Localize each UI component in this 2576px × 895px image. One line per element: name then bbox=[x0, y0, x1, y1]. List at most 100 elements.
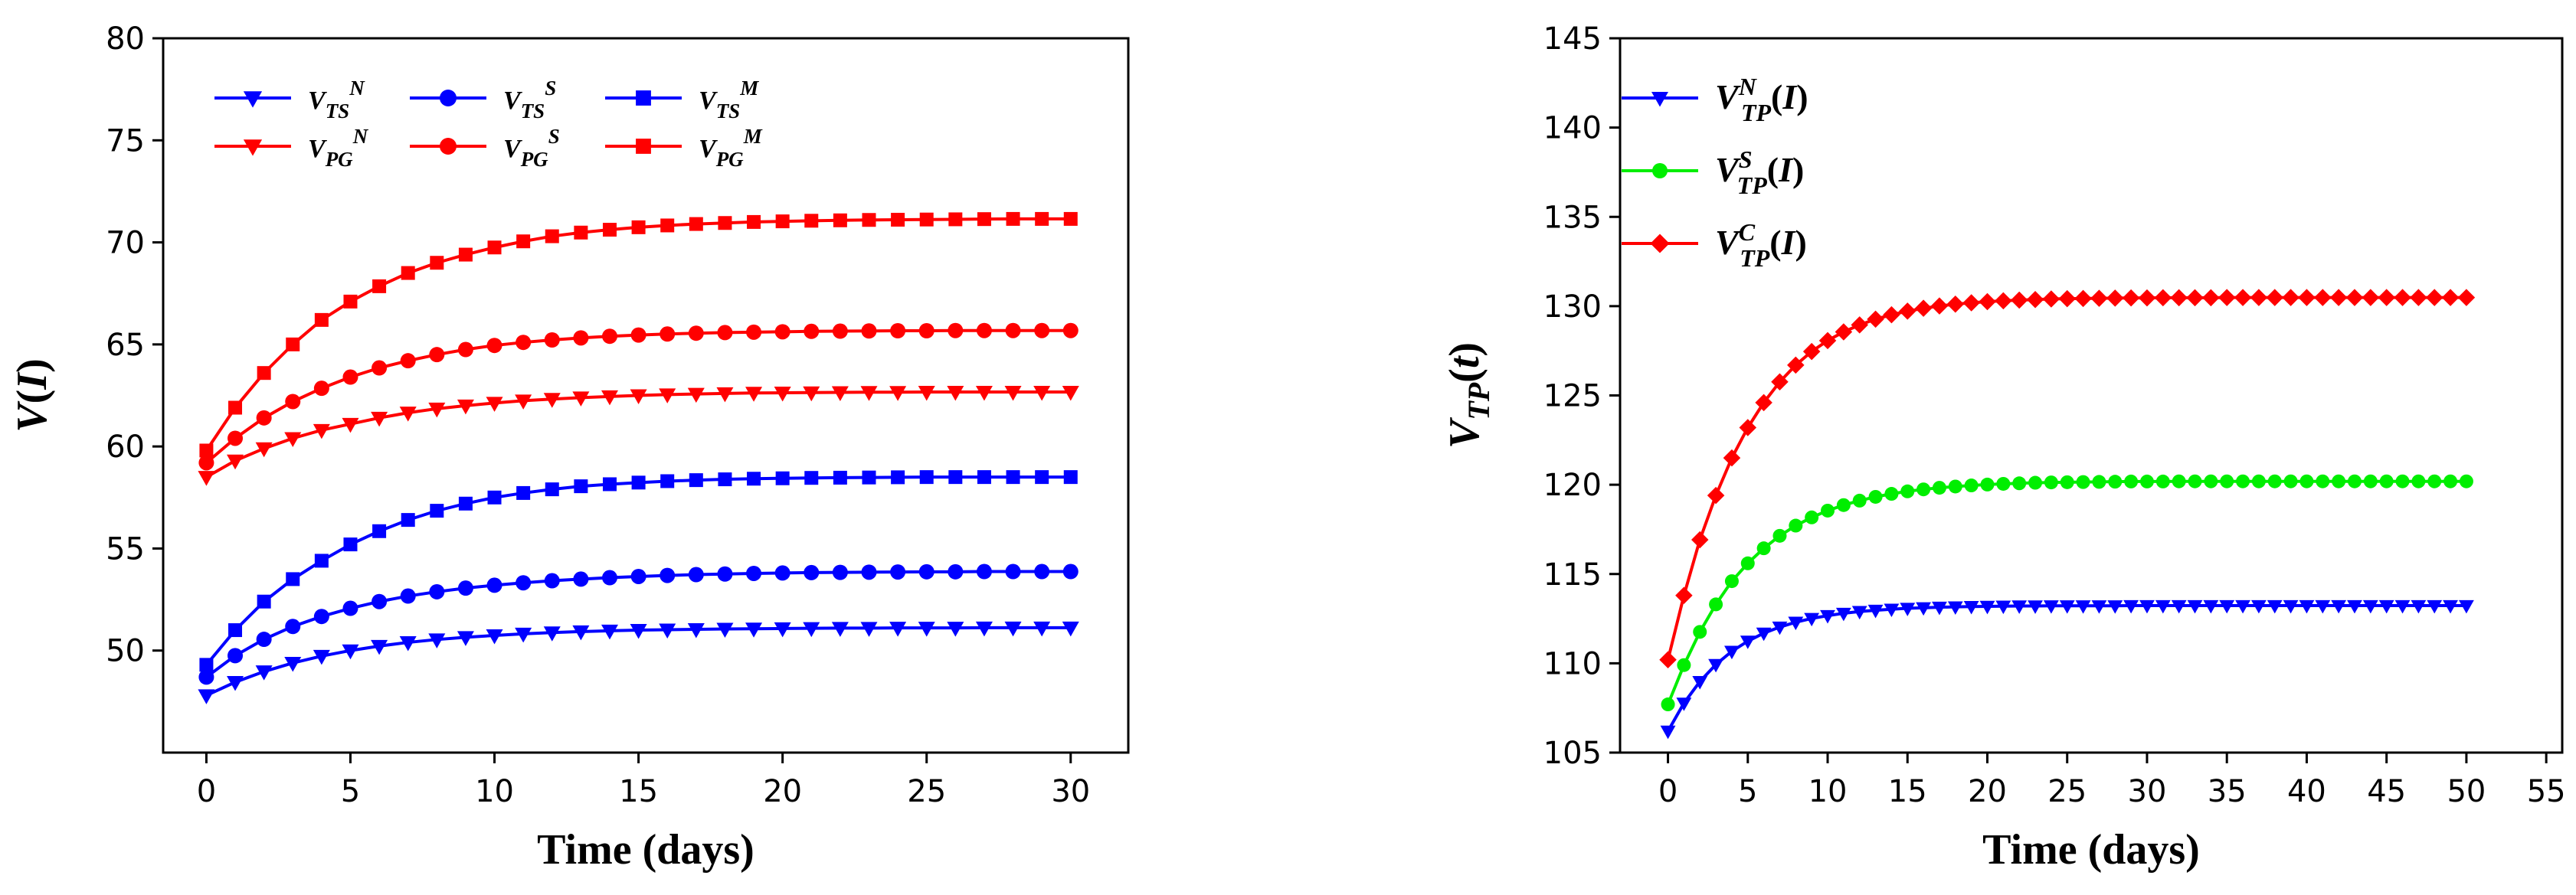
data-point bbox=[804, 323, 820, 339]
data-point bbox=[689, 473, 703, 488]
series-V_TP^S(I) bbox=[1661, 474, 2473, 712]
data-point bbox=[718, 216, 732, 230]
data-point bbox=[428, 633, 446, 648]
data-point bbox=[2283, 599, 2299, 614]
data-point bbox=[2251, 474, 2266, 488]
data-point bbox=[1063, 470, 1078, 485]
data-point bbox=[2123, 599, 2139, 614]
data-point bbox=[1980, 477, 1995, 492]
data-point bbox=[2443, 599, 2458, 614]
data-point bbox=[1707, 486, 1725, 505]
data-point bbox=[1962, 294, 1980, 312]
data-point bbox=[198, 455, 214, 471]
data-point bbox=[543, 393, 561, 408]
data-point bbox=[1916, 482, 1931, 497]
data-point bbox=[574, 225, 588, 240]
y-tick-label: 80 bbox=[106, 21, 145, 57]
data-point bbox=[1062, 563, 1079, 580]
data-point bbox=[2074, 289, 2092, 308]
data-point bbox=[228, 623, 243, 638]
data-point bbox=[257, 366, 271, 381]
data-point bbox=[227, 676, 244, 691]
data-point bbox=[660, 218, 675, 233]
data-point bbox=[2283, 474, 2298, 488]
data-point bbox=[1932, 601, 1947, 616]
data-point bbox=[2347, 599, 2362, 614]
x-tick-label: 40 bbox=[2287, 774, 2326, 809]
data-point bbox=[1884, 487, 1899, 501]
plot-frame bbox=[1619, 37, 2564, 754]
y-tick-label: 120 bbox=[1543, 468, 1602, 503]
data-point bbox=[1659, 651, 1677, 668]
data-point bbox=[1676, 697, 1692, 711]
data-point bbox=[860, 386, 878, 401]
data-point bbox=[457, 341, 473, 358]
data-point bbox=[2298, 289, 2316, 306]
data-point bbox=[1900, 603, 1916, 616]
data-point bbox=[1004, 621, 1022, 637]
data-point bbox=[1868, 489, 1883, 504]
data-point bbox=[256, 410, 272, 426]
legend-marker bbox=[1650, 234, 1670, 253]
data-point bbox=[2332, 474, 2346, 488]
data-point bbox=[1006, 211, 1020, 226]
data-point bbox=[745, 622, 763, 638]
data-point bbox=[1964, 479, 1979, 493]
data-point bbox=[1756, 541, 1771, 556]
data-point bbox=[2042, 290, 2060, 308]
data-point bbox=[977, 212, 991, 227]
legend-entry: VPGM bbox=[605, 125, 763, 171]
data-point bbox=[1756, 627, 1772, 642]
data-point bbox=[948, 322, 964, 338]
data-point bbox=[2282, 289, 2299, 306]
legend-label: VC TP(I) bbox=[1715, 218, 1807, 272]
data-point bbox=[2170, 289, 2188, 307]
data-point bbox=[1772, 528, 1787, 543]
data-point bbox=[342, 644, 359, 660]
data-point bbox=[199, 658, 214, 672]
data-point bbox=[284, 432, 302, 447]
data-point bbox=[2459, 474, 2473, 488]
data-point bbox=[1835, 607, 1851, 622]
data-point bbox=[716, 622, 734, 638]
data-point bbox=[1900, 484, 1915, 498]
legend-label: VTSM bbox=[699, 77, 759, 122]
series-line bbox=[1666, 604, 2466, 732]
data-point bbox=[630, 568, 646, 584]
data-point bbox=[429, 583, 445, 599]
data-point bbox=[1005, 563, 1021, 580]
data-point bbox=[889, 386, 907, 401]
data-point bbox=[2299, 474, 2314, 488]
data-point bbox=[1852, 493, 1867, 508]
data-point bbox=[487, 240, 502, 255]
x-tick-label: 30 bbox=[1051, 774, 1090, 809]
data-point bbox=[256, 632, 272, 648]
data-point bbox=[1661, 697, 1675, 712]
data-point bbox=[544, 573, 560, 589]
data-point bbox=[486, 338, 502, 354]
data-point bbox=[890, 322, 906, 338]
legend-marker bbox=[440, 138, 457, 155]
legend-entry: VS TP(I) bbox=[1622, 145, 1804, 199]
data-point bbox=[745, 387, 763, 402]
y-tick-label: 50 bbox=[106, 634, 145, 669]
series-V_TS^M bbox=[199, 470, 1078, 672]
data-point bbox=[2171, 599, 2187, 614]
data-point bbox=[545, 482, 559, 497]
x-axis-label: Time (days) bbox=[1982, 826, 2200, 874]
data-point bbox=[918, 322, 934, 338]
data-point bbox=[2155, 474, 2170, 488]
data-point bbox=[228, 400, 243, 415]
data-point bbox=[860, 622, 878, 637]
data-point bbox=[2394, 599, 2411, 614]
data-point bbox=[660, 326, 676, 342]
x-tick-label: 5 bbox=[1738, 774, 1757, 809]
data-point bbox=[2155, 599, 2171, 614]
data-point bbox=[2441, 289, 2460, 306]
data-point bbox=[2378, 599, 2394, 614]
data-point bbox=[2106, 289, 2124, 307]
data-point bbox=[1821, 503, 1835, 518]
data-point bbox=[1772, 621, 1788, 635]
data-point bbox=[2410, 289, 2427, 306]
